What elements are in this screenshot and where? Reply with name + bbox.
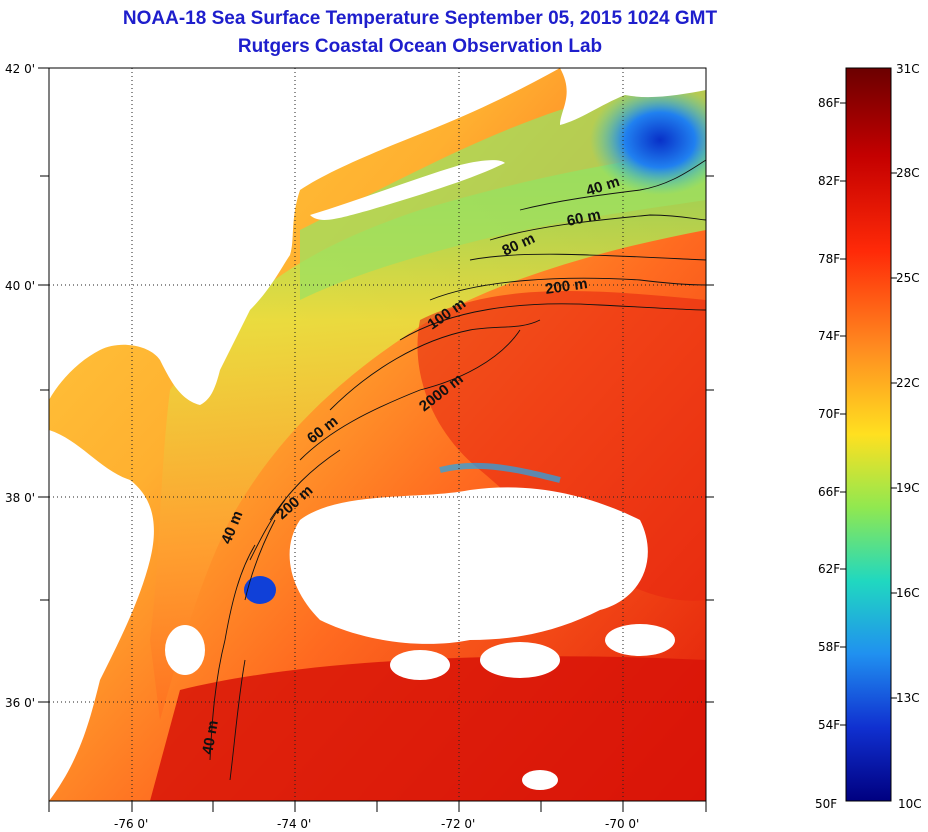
fahrenheit-label: 50F — [815, 797, 837, 811]
warm-southern-region — [150, 656, 706, 801]
fahrenheit-label: 78F — [818, 252, 840, 266]
celsius-label: 19C — [896, 481, 920, 495]
land-mass-virginia — [49, 430, 154, 801]
fahrenheit-label: 82F — [818, 174, 840, 188]
lat-label: 38 0' — [5, 491, 35, 505]
lat-label: 40 0' — [5, 279, 35, 293]
cold-eddy — [244, 576, 276, 604]
fahrenheit-label: 54F — [818, 718, 840, 732]
map-title: NOAA-18 Sea Surface Temperature Septembe… — [122, 8, 718, 29]
celsius-label: 31C — [896, 62, 920, 76]
celsius-label: 16C — [896, 586, 920, 600]
lon-label: -72 0' — [441, 817, 475, 831]
contour-label: 40 m — [199, 719, 222, 756]
celsius-label: 28C — [896, 166, 920, 180]
lon-label: -70 0' — [605, 817, 639, 831]
bathymetry-contours — [209, 159, 707, 781]
lon-label: -76 0' — [114, 817, 148, 831]
lat-label: 42 0' — [5, 62, 35, 76]
contour-label: 200 m — [544, 275, 588, 298]
fahrenheit-label: 86F — [818, 96, 840, 110]
long-island — [310, 160, 505, 220]
fahrenheit-label: 62F — [818, 562, 840, 576]
fahrenheit-label: 58F — [818, 640, 840, 654]
cloud-mask — [522, 770, 558, 790]
celsius-label: 25C — [896, 271, 920, 285]
cloud-mask — [165, 625, 205, 675]
celsius-label: 13C — [896, 691, 920, 705]
land-mass-north — [49, 68, 560, 405]
lon-label: -74 0' — [277, 817, 311, 831]
fahrenheit-label: 70F — [818, 407, 840, 421]
cloud-mask — [390, 650, 450, 680]
celsius-label: 22C — [896, 376, 920, 390]
land-mass-new-england — [560, 68, 706, 125]
colorbar-gradient — [845, 67, 892, 802]
cloud-mask — [480, 642, 560, 678]
cold-water-pool — [590, 85, 706, 195]
shelf-water-region — [150, 150, 706, 720]
fahrenheit-label: 74F — [818, 329, 840, 343]
fahrenheit-label: 66F — [818, 485, 840, 499]
celsius-label: 10C — [898, 797, 922, 811]
lat-label: 36 0' — [5, 696, 35, 710]
map-subtitle: Rutgers Coastal Ocean Observation Lab — [237, 36, 603, 57]
contour-label: 60 m — [565, 206, 602, 230]
cloud-mask-large — [289, 487, 648, 644]
